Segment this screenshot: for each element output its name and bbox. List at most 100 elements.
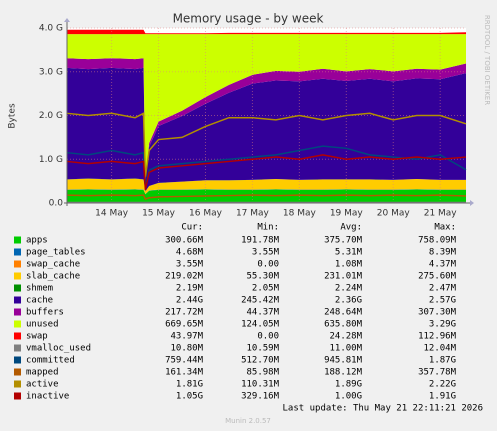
legend-swatch [14,308,21,316]
legend-swatch [14,332,21,340]
area [67,29,466,35]
y-axis-label: Bytes [8,103,18,129]
legend-swatch [14,356,21,364]
legend-value: 2.05M [252,284,280,294]
legend-value: 0.00 [257,260,279,270]
legend-label: mapped [26,368,59,378]
legend-value: 43.97M [170,332,203,342]
x-tick-label: 15 May [142,209,176,219]
x-tick-label: 19 May [330,209,364,219]
area [67,189,466,203]
legend-value: 219.02M [165,272,204,282]
legend-value: 55.30M [246,272,279,282]
legend-value: 275.60M [418,272,457,282]
x-tick-label: 14 May [95,209,129,219]
legend-header: Max: [434,223,456,233]
legend-value: 2.22G [429,380,456,390]
area [67,34,466,179]
legend-value: 191.78M [241,236,280,246]
legend-value: 44.37M [246,308,279,318]
legend-swatch [14,344,21,352]
legend-swatch [14,284,21,292]
legend-value: 110.31M [241,380,280,390]
legend-swatch [14,320,21,328]
area [67,178,466,194]
legend-header: Min: [257,223,279,233]
legend-label: swap [26,332,48,342]
legend-value: 4.37M [429,260,457,270]
legend-value: 512.70M [241,356,280,366]
legend-value: 669.65M [165,320,204,330]
legend-value: 2.47M [429,284,457,294]
legend-value: 2.24M [335,284,363,294]
legend-value: 1.00G [335,392,362,402]
legend-swatch [14,260,21,268]
legend-label: buffers [26,308,64,318]
y-tick-label: 3.0 G [39,67,63,77]
legend-value: 945.81M [324,356,363,366]
y-tick-label: 0.0 [49,199,64,209]
legend-swatch [14,368,21,376]
x-tick-label: 18 May [283,209,317,219]
legend-label: apps [26,236,48,246]
watermark: RRDTOOL / TOBI OETIKER [483,15,491,105]
legend-label: shmem [26,284,53,294]
version: Munin 2.0.57 [225,417,271,425]
axis-arrow [470,200,474,206]
legend-swatch [14,248,21,256]
legend-value: 0.00 [257,332,279,342]
legend-value: 24.28M [329,332,362,342]
legend-label: swap_cache [26,260,80,270]
legend-value: 329.16M [241,392,280,402]
legend-label: active [26,380,59,390]
legend-value: 307.30M [418,308,457,318]
legend-value: 3.29G [429,320,456,330]
legend-value: 759.44M [165,356,204,366]
legend-value: 2.44G [176,296,203,306]
line [66,112,467,177]
legend-value: 10.59M [246,344,279,354]
legend-value: 2.57G [429,296,456,306]
legend-value: 758.09M [418,236,457,246]
legend-value: 1.81G [176,380,203,390]
legend-swatch [14,236,21,244]
legend-value: 245.42M [241,296,280,306]
legend-label: page_tables [26,248,86,258]
legend-value: 1.89G [335,380,362,390]
legend-value: 300.66M [165,236,204,246]
legend-label: unused [26,320,59,330]
legend-value: 12.04M [423,344,456,354]
legend-value: 375.70M [324,236,363,246]
legend-value: 357.78M [418,368,457,378]
x-tick-label: 16 May [189,209,223,219]
line [66,154,467,191]
legend-swatch [14,392,21,400]
y-tick-label: 4.0 G [39,24,63,34]
area [67,67,466,192]
axis-arrow [64,18,70,22]
area [67,58,466,181]
legend-swatch [14,296,21,304]
legend-header: Avg: [340,223,362,233]
y-tick-label: 1.0 G [39,155,63,165]
legend-value: 231.01M [324,272,363,282]
legend-value: 3.55M [252,248,280,258]
legend-value: 124.05M [241,320,280,330]
legend-value: 1.08M [335,260,363,270]
legend-value: 1.05G [176,392,203,402]
legend-label: cache [26,296,53,306]
last-update: Last update: Thu May 21 22:11:21 2026 [283,404,483,414]
legend-value: 188.12M [324,368,363,378]
line [66,145,467,188]
legend-value: 5.31M [335,248,363,258]
legend-value: 1.91G [429,392,456,402]
legend-value: 2.36G [335,296,362,306]
legend-swatch [14,380,21,388]
line [66,194,467,200]
legend-value: 248.64M [324,308,363,318]
legend-label: committed [26,356,75,366]
x-tick-label: 21 May [424,209,458,219]
legend-label: inactive [26,392,69,402]
legend-value: 11.00M [329,344,362,354]
